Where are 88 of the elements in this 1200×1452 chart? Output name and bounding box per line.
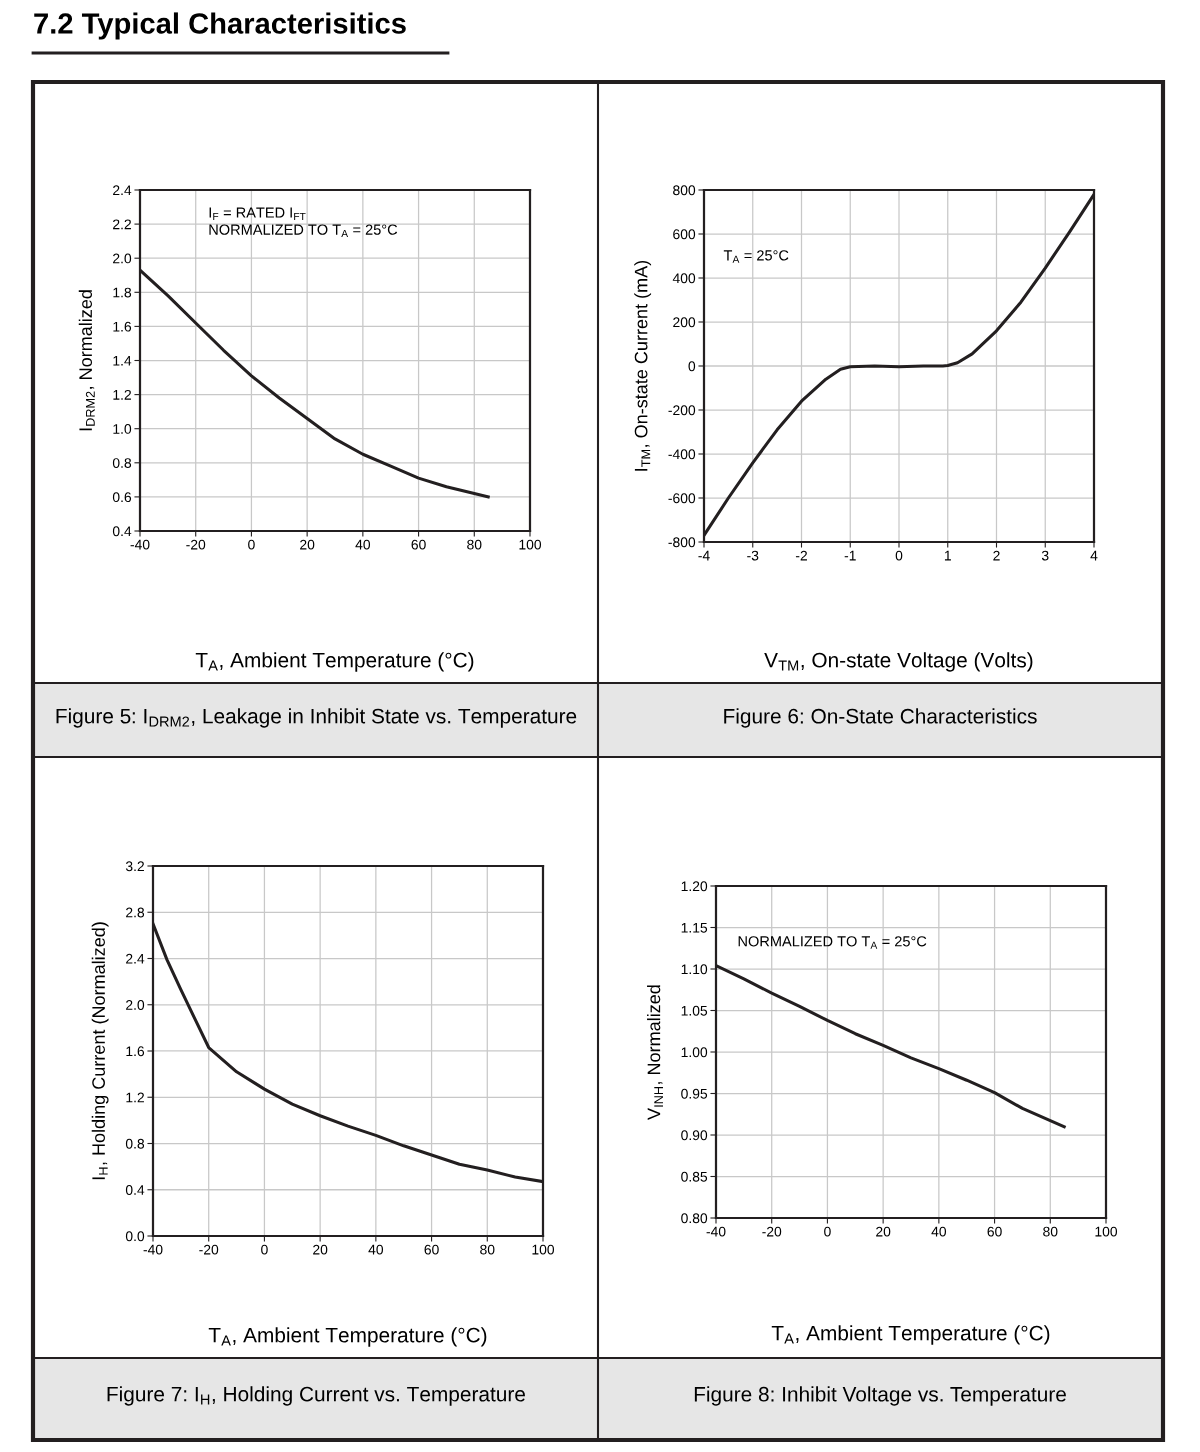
x-tick-label: -20 (199, 1244, 219, 1255)
x-axis-title: V$_{TM}$, On-state Voltage (Volts) (764, 652, 1033, 672)
y-axis-title: I$_{TM}$, On-state Current (mA) (634, 260, 652, 471)
x-tick-label: 80 (480, 1244, 495, 1255)
y-tick-label: 600 (673, 229, 696, 240)
y-axis-title: I$_{DRM2}$, Normalized (78, 290, 95, 431)
y-tick-label: 2.2 (113, 219, 131, 230)
y-tick-label: 2.0 (113, 253, 132, 264)
caption: Figure 7: I$_{H}$, Holding Current vs. Temperature (107, 1386, 525, 1406)
y-axis-title: I$_{H}$, Holding Current (Normalized) (91, 922, 109, 1180)
y-tick-label: 0.6 (112, 492, 132, 503)
x-tick-label: 40 (368, 1244, 384, 1255)
caption: Figure 6: On-State Characteristics (724, 708, 1037, 728)
x-tick-label: 40 (931, 1226, 947, 1237)
y-tick-label: 1.15 (681, 922, 708, 933)
x-tick-label: 60 (411, 539, 426, 550)
x-tick-label: -40 (143, 1244, 163, 1255)
y-tick-label: 1.00 (681, 1047, 708, 1058)
x-axis-title: T$_{A}$, Ambient Temperature (°C) (195, 652, 474, 672)
x-tick-label: 3 (1041, 550, 1049, 561)
y-tick-label: 0.85 (681, 1171, 708, 1182)
x-tick-label: 20 (876, 1226, 891, 1237)
x-tick-label: 60 (987, 1226, 1002, 1237)
y-tick-label: 0.80 (681, 1213, 708, 1224)
y-tick-label: 0 (688, 361, 696, 372)
caption: Figure 8: Inhibit Voltage vs. Temperature (694, 1386, 1066, 1406)
x-tick-label: -40 (130, 539, 150, 550)
y-tick-label: 1.6 (126, 1046, 145, 1057)
y-tick-label: -600 (668, 493, 696, 504)
y-tick-label: 1.6 (113, 321, 132, 332)
y-tick-label: 1.05 (681, 1005, 708, 1016)
x-tick-label: 0 (824, 1226, 831, 1237)
y-tick-label: 1.2 (126, 1092, 144, 1103)
x-tick-label: 20 (313, 1244, 328, 1255)
y-tick-label: 0.4 (125, 1185, 145, 1195)
x-tick-label: 0 (261, 1244, 268, 1255)
y-tick-label: 1.4 (113, 355, 132, 366)
x-tick-label: -1 (844, 550, 856, 561)
x-tick-label: -2 (795, 550, 807, 561)
y-tick-label: 1.8 (113, 287, 132, 298)
x-tick-label: -4 (698, 550, 710, 561)
annotation: NORMALIZED TO T$_{A}$ = 25°C (209, 224, 398, 237)
x-tick-label: 100 (1095, 1226, 1118, 1237)
x-tick-label: 80 (467, 539, 482, 550)
y-tick-label: -400 (668, 449, 696, 460)
y-tick-label: 0.90 (681, 1130, 708, 1141)
x-tick-label: -20 (762, 1226, 782, 1237)
caption: Figure 5: I$_{DRM2}$, Leakage in Inhibit State vs. Temperature (56, 708, 577, 728)
y-tick-label: -200 (668, 405, 696, 416)
y-tick-label: 2.4 (113, 185, 132, 196)
x-tick-label: 20 (300, 539, 315, 550)
x-tick-label: 40 (355, 539, 371, 550)
y-tick-label: 400 (672, 273, 696, 284)
x-tick-label: 0 (248, 539, 255, 550)
y-tick-label: 1.0 (113, 424, 132, 434)
x-tick-label: -40 (706, 1226, 726, 1237)
chart-title: 7.2 Typical Characterisitics (34, 12, 406, 40)
x-axis-title: T$_{A}$, Ambient Temperature (°C) (771, 1325, 1050, 1345)
y-tick-label: 0.0 (125, 1231, 145, 1242)
annotation: NORMALIZED TO T$_{A}$ = 25°C (738, 936, 927, 949)
x-tick-label: 80 (1043, 1226, 1058, 1237)
annotation: T$_{A}$ = 25°C (723, 250, 789, 263)
x-tick-label: 1 (944, 550, 951, 561)
y-tick-label: 0.8 (125, 1138, 145, 1149)
y-tick-label: 1.10 (681, 964, 708, 975)
annotation: I$_{F}$ = RATED I$_{FT}$ (209, 207, 306, 220)
x-tick-label: 2 (993, 550, 1000, 561)
y-tick-label: 200 (673, 317, 696, 328)
x-tick-label: -20 (186, 539, 206, 550)
y-axis-title: V$_{INH}$, Normalized (647, 985, 663, 1120)
y-tick-label: 0.95 (681, 1088, 708, 1099)
x-tick-label: 0 (895, 550, 903, 561)
y-tick-label: 2.0 (126, 1000, 145, 1010)
x-tick-label: 100 (532, 1244, 555, 1255)
x-tick-label: -3 (747, 550, 759, 561)
x-axis-title: T$_{A}$, Ambient Temperature (°C) (208, 1327, 487, 1347)
y-tick-label: 2.4 (126, 953, 145, 964)
y-tick-label: 3.2 (125, 861, 144, 872)
x-tick-label: 4 (1090, 550, 1098, 561)
y-tick-label: 800 (673, 185, 696, 196)
y-tick-label: 0.4 (112, 526, 132, 537)
y-tick-label: 1.2 (113, 389, 131, 400)
x-tick-label: 60 (424, 1244, 439, 1255)
y-tick-label: 0.8 (112, 458, 132, 468)
x-tick-label: 100 (519, 539, 542, 550)
y-tick-label: -800 (668, 537, 696, 548)
y-tick-label: 1.20 (681, 881, 708, 892)
y-tick-label: 2.8 (126, 907, 145, 918)
